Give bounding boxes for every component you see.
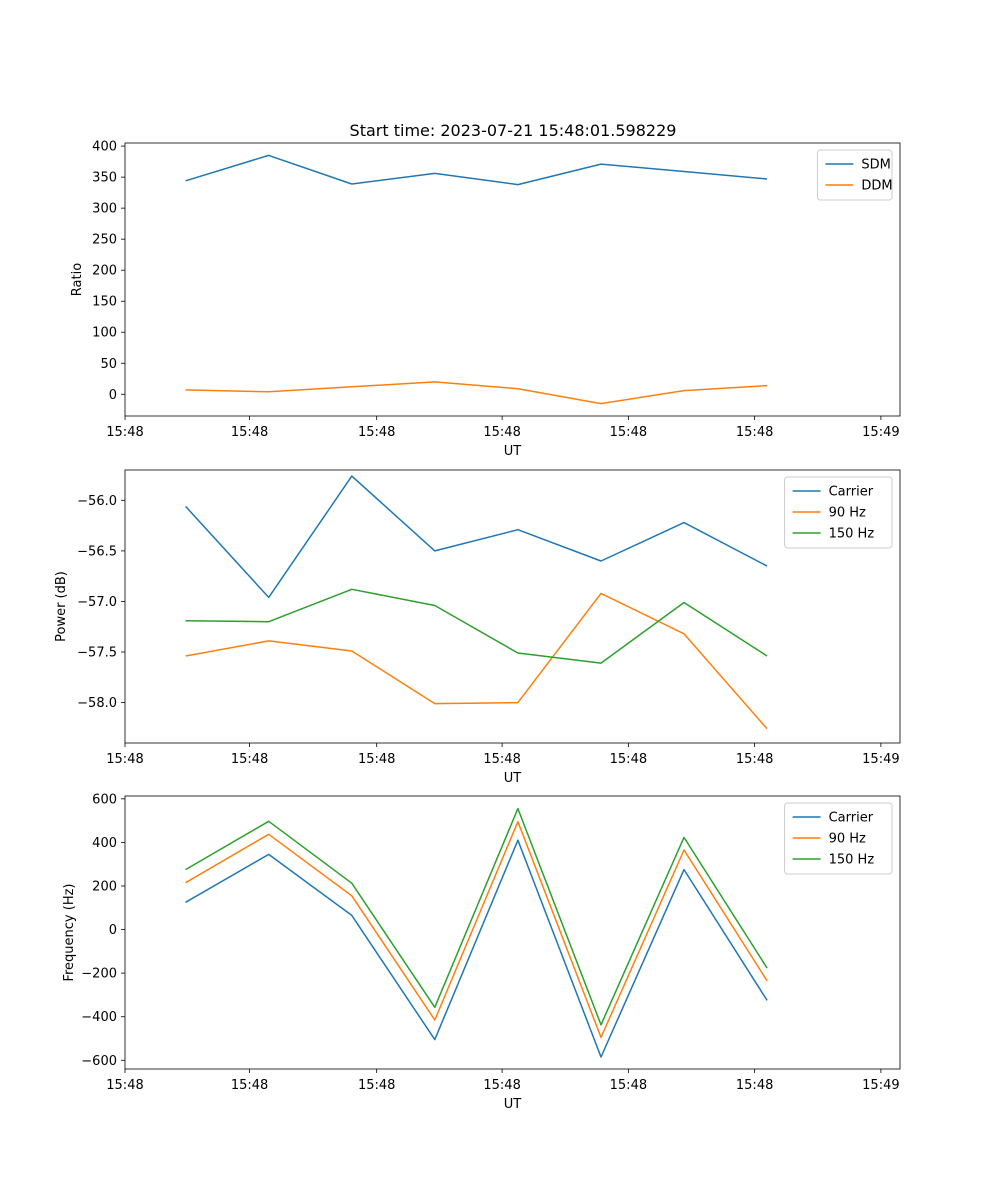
x-tick-label: 15:48: [736, 425, 773, 440]
legend: SDM DDM: [816, 149, 893, 201]
x-axis-label: UT: [504, 444, 522, 459]
y-tick-label: −58.0: [77, 696, 117, 711]
y-tick-label: −56.5: [77, 544, 117, 559]
legend-label: 90 Hz: [829, 506, 866, 521]
y-tick-label: −56.0: [77, 494, 117, 509]
plot-frame: [124, 469, 901, 744]
x-tick-label: 15:48: [231, 425, 268, 440]
y-axis-label: Frequency (Hz): [62, 883, 77, 981]
y-tick-label: −57.0: [77, 595, 117, 610]
x-tick-label: 15:48: [358, 752, 395, 767]
legend: Carrier 90 Hz 150 Hz: [784, 476, 893, 549]
x-tick-label: 15:48: [358, 425, 395, 440]
x-tick-label: 15:48: [358, 1078, 395, 1093]
y-tick-label: 600: [92, 792, 117, 807]
y-tick-label: 100: [92, 326, 117, 341]
y-tick-label: 0: [109, 923, 117, 938]
series-line-150-hz: [185, 807, 768, 1026]
plot-frame: [124, 795, 901, 1070]
x-tick-label: 15:48: [231, 752, 268, 767]
x-tick-label: 15:48: [106, 1078, 143, 1093]
y-tick-label: 200: [92, 879, 117, 894]
legend-box: [784, 802, 893, 875]
series-line-90-hz: [185, 592, 768, 730]
x-tick-label: 15:48: [483, 752, 520, 767]
x-axis-label: UT: [504, 771, 522, 786]
legend-label: Carrier: [829, 485, 874, 500]
plot-frame: [124, 142, 901, 417]
legend-label: DDM: [861, 179, 892, 194]
y-tick-label: 150: [92, 295, 117, 310]
y-tick-label: −600: [81, 1054, 117, 1069]
y-tick-label: 400: [92, 836, 117, 851]
y-tick-label: 200: [92, 264, 117, 279]
legend-label: 150 Hz: [829, 527, 875, 542]
x-tick-label: 15:48: [736, 1078, 773, 1093]
series-line-150-hz: [185, 588, 768, 664]
legend-label: Carrier: [829, 811, 874, 826]
y-axis-label: Ratio: [70, 263, 85, 296]
legend: Carrier 90 Hz 150 Hz: [784, 802, 893, 875]
series-line-ddm: [185, 381, 768, 405]
legend-label: SDM: [861, 158, 890, 173]
x-tick-label: 15:49: [862, 425, 899, 440]
series-line-90-hz: [185, 820, 768, 1039]
y-tick-label: 50: [100, 357, 117, 372]
figure-title: Start time: 2023-07-21 15:48:01.598229: [350, 121, 677, 140]
x-tick-label: 15:48: [483, 425, 520, 440]
y-tick-label: 300: [92, 202, 117, 217]
x-tick-label: 15:48: [483, 1078, 520, 1093]
y-tick-label: −400: [81, 1010, 117, 1025]
y-tick-label: 250: [92, 233, 117, 248]
legend-box: [816, 149, 893, 201]
x-tick-label: 15:48: [106, 425, 143, 440]
panel-2: 15:48 15:48 15:48 15:48 15:48 15:48 15:49 UT −58…: [54, 469, 901, 786]
panel-1: 15:48 15:48 15:48 15:48 15:48 15:48 15:49 UT 0 50…: [70, 140, 901, 459]
series-line-sdm: [185, 154, 768, 186]
y-tick-label: 0: [109, 388, 117, 403]
y-axis-label: Power (dB): [54, 571, 69, 642]
series-line-carrier: [185, 839, 768, 1058]
y-tick-label: −200: [81, 967, 117, 982]
x-tick-label: 15:48: [610, 1078, 647, 1093]
x-tick-label: 15:48: [736, 752, 773, 767]
y-tick-label: −57.5: [77, 646, 117, 661]
panel-3: 15:48 15:48 15:48 15:48 15:48 15:48 15:49 UT −60…: [62, 792, 901, 1112]
series-line-carrier: [185, 475, 768, 599]
x-tick-label: 15:49: [862, 752, 899, 767]
legend-box: [784, 476, 893, 549]
x-tick-label: 15:48: [231, 1078, 268, 1093]
x-tick-label: 15:48: [106, 752, 143, 767]
y-tick-label: 350: [92, 171, 117, 186]
x-tick-label: 15:49: [862, 1078, 899, 1093]
x-tick-label: 15:48: [610, 752, 647, 767]
x-tick-label: 15:48: [610, 425, 647, 440]
legend-label: 150 Hz: [829, 853, 875, 868]
x-axis-label: UT: [504, 1097, 522, 1112]
panels: 15:48 15:48 15:48 15:48 15:48 15:48 15:49 UT 0 50…: [54, 140, 901, 1112]
legend-label: 90 Hz: [829, 832, 866, 847]
y-tick-label: 400: [92, 140, 117, 155]
